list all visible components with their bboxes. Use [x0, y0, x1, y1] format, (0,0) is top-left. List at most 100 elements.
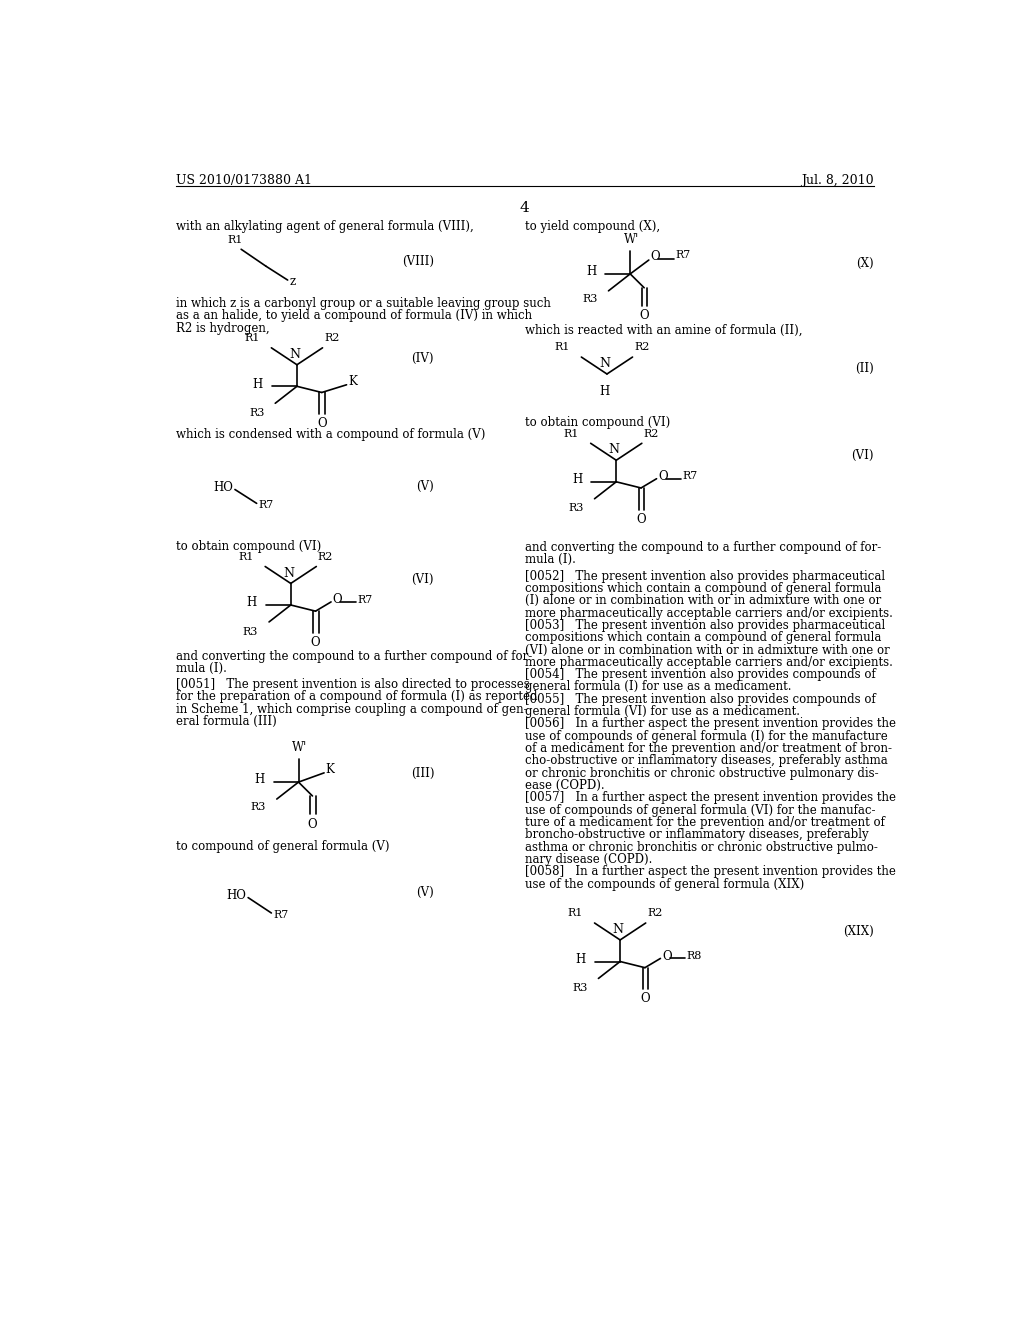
Text: H: H [599, 385, 609, 397]
Text: ease (COPD).: ease (COPD). [524, 779, 604, 792]
Text: [0057]   In a further aspect the present invention provides the: [0057] In a further aspect the present i… [524, 792, 896, 804]
Text: R3: R3 [249, 408, 264, 418]
Text: (VI): (VI) [412, 573, 434, 586]
Text: H: H [575, 953, 586, 966]
Text: with an alkylating agent of general formula (VIII),: with an alkylating agent of general form… [176, 220, 474, 234]
Text: O: O [636, 512, 646, 525]
Text: R1: R1 [227, 235, 243, 244]
Text: Jul. 8, 2010: Jul. 8, 2010 [801, 174, 873, 187]
Text: cho-obstructive or inflammatory diseases, preferably asthma: cho-obstructive or inflammatory diseases… [524, 755, 888, 767]
Text: R1: R1 [239, 552, 254, 562]
Text: [0052]   The present invention also provides pharmaceutical: [0052] The present invention also provid… [524, 570, 885, 582]
Text: O: O [640, 993, 650, 1006]
Text: (VI): (VI) [851, 449, 873, 462]
Text: which is condensed with a compound of formula (V): which is condensed with a compound of fo… [176, 428, 485, 441]
Text: H: H [253, 378, 263, 391]
Text: nary disease (COPD).: nary disease (COPD). [524, 853, 652, 866]
Text: R1: R1 [567, 908, 583, 919]
Text: and converting the compound to a further compound of for-: and converting the compound to a further… [176, 649, 532, 663]
Text: R2: R2 [634, 342, 649, 352]
Text: (X): (X) [856, 257, 873, 271]
Text: R7: R7 [273, 909, 288, 920]
Text: more pharmaceutically acceptable carriers and/or excipients.: more pharmaceutically acceptable carrier… [524, 607, 893, 619]
Text: O: O [307, 817, 317, 830]
Text: (I) alone or in combination with or in admixture with one or: (I) alone or in combination with or in a… [524, 594, 881, 607]
Text: H: H [571, 473, 583, 486]
Text: R3: R3 [243, 627, 258, 636]
Text: [0058]   In a further aspect the present invention provides the: [0058] In a further aspect the present i… [524, 866, 896, 878]
Text: (VI) alone or in combination with or in admixture with one or: (VI) alone or in combination with or in … [524, 644, 890, 656]
Text: O: O [658, 470, 668, 483]
Text: R2: R2 [324, 333, 339, 343]
Text: H: H [586, 265, 596, 279]
Text: use of compounds of general formula (VI) for the manufac-: use of compounds of general formula (VI)… [524, 804, 876, 817]
Text: (V): (V) [417, 886, 434, 899]
Text: [0056]   In a further aspect the present invention provides the: [0056] In a further aspect the present i… [524, 718, 896, 730]
Text: H: H [247, 597, 257, 610]
Text: (XIX): (XIX) [843, 924, 873, 937]
Text: mula (I).: mula (I). [524, 553, 575, 566]
Text: (V): (V) [417, 479, 434, 492]
Text: to yield compound (X),: to yield compound (X), [524, 220, 659, 234]
Text: R2: R2 [647, 908, 663, 919]
Text: K: K [348, 375, 357, 388]
Text: to obtain compound (VI): to obtain compound (VI) [176, 540, 322, 553]
Text: (II): (II) [855, 363, 873, 375]
Text: O: O [662, 949, 672, 962]
Text: R1: R1 [245, 333, 260, 343]
Text: US 2010/0173880 A1: US 2010/0173880 A1 [176, 174, 312, 187]
Text: of a medicament for the prevention and/or treatment of bron-: of a medicament for the prevention and/o… [524, 742, 892, 755]
Text: [0055]   The present invention also provides compounds of: [0055] The present invention also provid… [524, 693, 876, 706]
Text: R1: R1 [554, 342, 569, 352]
Text: general formula (I) for use as a medicament.: general formula (I) for use as a medicam… [524, 681, 792, 693]
Text: R7: R7 [683, 471, 698, 482]
Text: N: N [608, 444, 620, 457]
Text: in Scheme 1, which comprise coupling a compound of gen-: in Scheme 1, which comprise coupling a c… [176, 702, 527, 715]
Text: which is reacted with an amine of formula (II),: which is reacted with an amine of formul… [524, 323, 802, 337]
Text: R3: R3 [572, 983, 588, 993]
Text: R7: R7 [675, 251, 690, 260]
Text: compositions which contain a compound of general formula: compositions which contain a compound of… [524, 582, 882, 595]
Text: (VIII): (VIII) [402, 255, 434, 268]
Text: HO: HO [214, 480, 233, 494]
Text: R7: R7 [258, 500, 273, 511]
Text: more pharmaceutically acceptable carriers and/or excipients.: more pharmaceutically acceptable carrier… [524, 656, 893, 669]
Text: W': W' [293, 742, 307, 755]
Text: O: O [650, 251, 660, 264]
Text: asthma or chronic bronchitis or chronic obstructive pulmo-: asthma or chronic bronchitis or chronic … [524, 841, 878, 854]
Text: R8: R8 [687, 952, 702, 961]
Text: and converting the compound to a further compound of for-: and converting the compound to a further… [524, 541, 881, 554]
Text: O: O [333, 593, 342, 606]
Text: HO: HO [226, 888, 247, 902]
Text: R2: R2 [317, 552, 333, 562]
Text: use of compounds of general formula (I) for the manufacture: use of compounds of general formula (I) … [524, 730, 888, 743]
Text: use of the compounds of general formula (XIX): use of the compounds of general formula … [524, 878, 804, 891]
Text: [0053]   The present invention also provides pharmaceutical: [0053] The present invention also provid… [524, 619, 885, 632]
Text: N: N [599, 358, 610, 370]
Text: as a an halide, to yield a compound of formula (IV) in which: as a an halide, to yield a compound of f… [176, 309, 532, 322]
Text: R2: R2 [643, 429, 658, 438]
Text: R3: R3 [568, 503, 584, 513]
Text: N: N [289, 348, 300, 360]
Text: N: N [283, 566, 294, 579]
Text: to obtain compound (VI): to obtain compound (VI) [524, 416, 670, 429]
Text: ture of a medicament for the prevention and/or treatment of: ture of a medicament for the prevention … [524, 816, 885, 829]
Text: broncho-obstructive or inflammatory diseases, preferably: broncho-obstructive or inflammatory dise… [524, 829, 868, 841]
Text: 4: 4 [520, 201, 529, 215]
Text: z: z [289, 276, 295, 289]
Text: H: H [254, 774, 264, 787]
Text: compositions which contain a compound of general formula: compositions which contain a compound of… [524, 631, 882, 644]
Text: R3: R3 [251, 803, 266, 812]
Text: or chronic bronchitis or chronic obstructive pulmonary dis-: or chronic bronchitis or chronic obstruc… [524, 767, 879, 780]
Text: mula (I).: mula (I). [176, 663, 227, 675]
Text: O: O [310, 636, 321, 649]
Text: O: O [639, 309, 649, 322]
Text: N: N [612, 923, 624, 936]
Text: in which z is a carbonyl group or a suitable leaving group such: in which z is a carbonyl group or a suit… [176, 297, 551, 310]
Text: R3: R3 [583, 294, 598, 304]
Text: W': W' [624, 234, 639, 246]
Text: [0054]   The present invention also provides compounds of: [0054] The present invention also provid… [524, 668, 876, 681]
Text: R7: R7 [357, 594, 373, 605]
Text: (III): (III) [411, 767, 434, 780]
Text: to compound of general formula (V): to compound of general formula (V) [176, 840, 389, 853]
